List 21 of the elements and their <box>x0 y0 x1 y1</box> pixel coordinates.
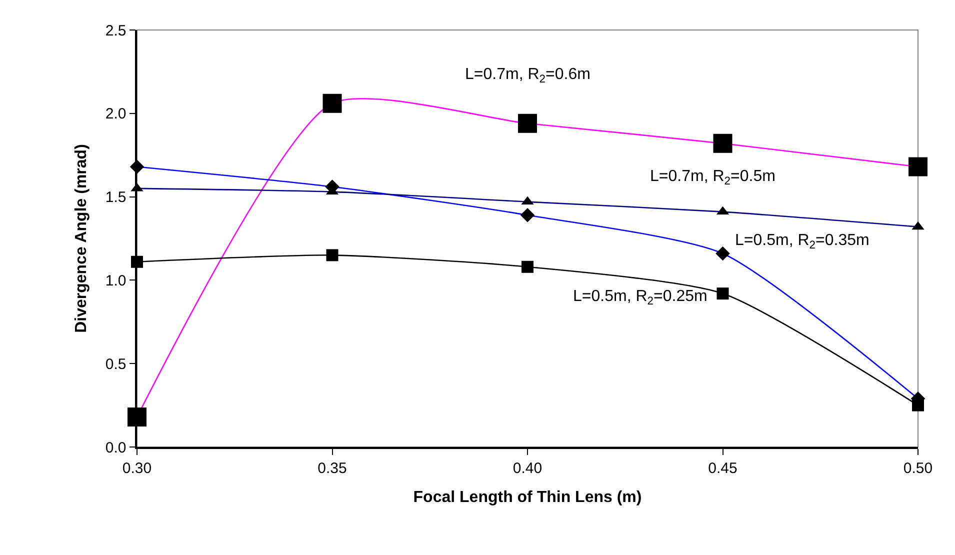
y-tick-label: 0.5 <box>105 356 126 373</box>
x-tick-label: 0.30 <box>122 460 152 477</box>
series-label: L=0.5m, R$_{2}$=0.25m <box>573 288 708 308</box>
series-label: L=0.7m, R$_{2}$=0.6m <box>465 66 590 86</box>
y-tick-label: 0.0 <box>105 439 126 456</box>
y-tick-label: 1.5 <box>105 189 126 206</box>
x-axis-title: Focal Length of Thin Lens (m) <box>413 488 642 506</box>
point <box>326 249 338 262</box>
y-tick-label: 2.0 <box>105 106 126 123</box>
y-tick-label: 2.5 <box>105 22 126 40</box>
point <box>912 399 924 412</box>
x-tick-label: 0.40 <box>512 460 542 477</box>
x-tick-label: 0.50 <box>903 460 933 477</box>
point <box>522 260 534 273</box>
point <box>716 288 729 300</box>
y-tick-label: 1.0 <box>105 272 126 290</box>
x-tick-label: 0.35 <box>318 460 347 477</box>
x-tick-label: 0.45 <box>708 460 738 477</box>
series-label: L=0.5m, R$_{2}$=0.35m <box>735 232 870 252</box>
series-label: L=0.7m, R$_{2}$=0.5m <box>650 168 776 188</box>
y-axis-title: Divergence Angle (mrad) <box>72 144 90 333</box>
